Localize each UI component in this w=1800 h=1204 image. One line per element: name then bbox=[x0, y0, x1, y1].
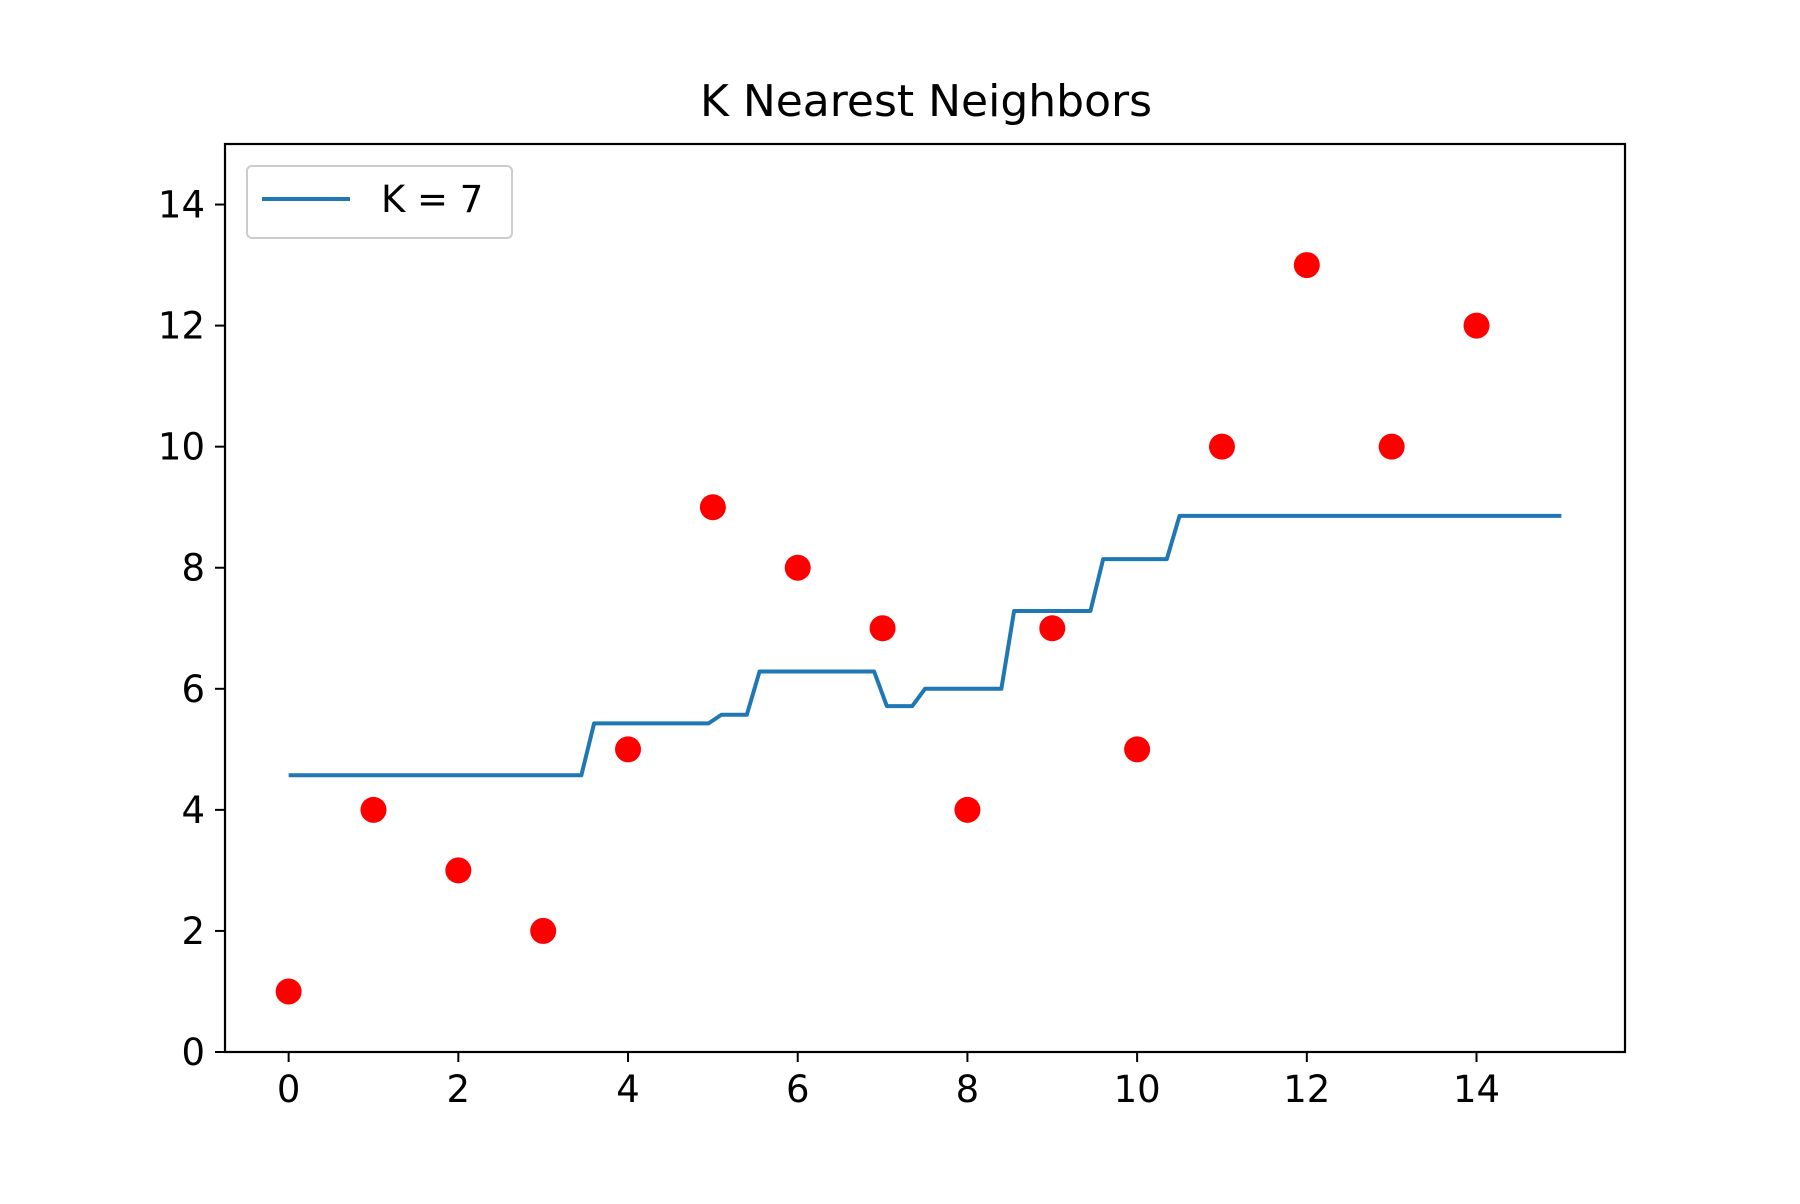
data-point bbox=[1378, 433, 1405, 460]
y-tick-label: 0 bbox=[181, 1031, 205, 1074]
data-point bbox=[1293, 252, 1320, 279]
legend-label-k7: K = 7 bbox=[381, 178, 483, 221]
data-point bbox=[360, 796, 387, 823]
data-point bbox=[784, 554, 811, 581]
data-point bbox=[954, 796, 981, 823]
x-tick-label: 0 bbox=[277, 1068, 301, 1111]
x-tick-label: 8 bbox=[956, 1068, 980, 1111]
data-point bbox=[530, 917, 557, 944]
x-tick-label: 14 bbox=[1453, 1068, 1500, 1111]
data-point bbox=[1039, 615, 1066, 642]
data-point bbox=[1463, 312, 1490, 339]
series-layer bbox=[288, 513, 1562, 778]
y-tick-label: 4 bbox=[181, 789, 205, 832]
series-line-k7 bbox=[288, 513, 1562, 778]
data-point bbox=[699, 494, 726, 521]
ticks-layer: 0 2 4 6 8 10 12 14 0 2 4 6 8 10 12 14 bbox=[158, 184, 1500, 1111]
chart-title: K Nearest Neighbors bbox=[700, 76, 1152, 127]
legend: K = 7 bbox=[246, 165, 513, 239]
points-layer bbox=[275, 252, 1490, 1005]
y-tick-label: 8 bbox=[181, 547, 205, 590]
data-point bbox=[275, 978, 302, 1005]
data-point bbox=[1208, 433, 1235, 460]
legend-box bbox=[246, 165, 513, 239]
y-tick-label: 12 bbox=[158, 305, 205, 348]
y-tick-label: 14 bbox=[158, 184, 205, 227]
x-tick-label: 2 bbox=[447, 1068, 471, 1111]
y-tick-label: 10 bbox=[158, 426, 205, 469]
data-point bbox=[869, 615, 896, 642]
x-tick-label: 6 bbox=[786, 1068, 810, 1111]
data-point bbox=[1124, 736, 1151, 763]
data-point bbox=[615, 736, 642, 763]
y-tick-label: 2 bbox=[181, 910, 205, 953]
x-tick-label: 10 bbox=[1114, 1068, 1161, 1111]
x-tick-label: 12 bbox=[1283, 1068, 1330, 1111]
y-tick-label: 6 bbox=[181, 668, 205, 711]
data-point bbox=[445, 857, 472, 884]
x-tick-label: 4 bbox=[616, 1068, 640, 1111]
plot-frame bbox=[223, 142, 1627, 1054]
